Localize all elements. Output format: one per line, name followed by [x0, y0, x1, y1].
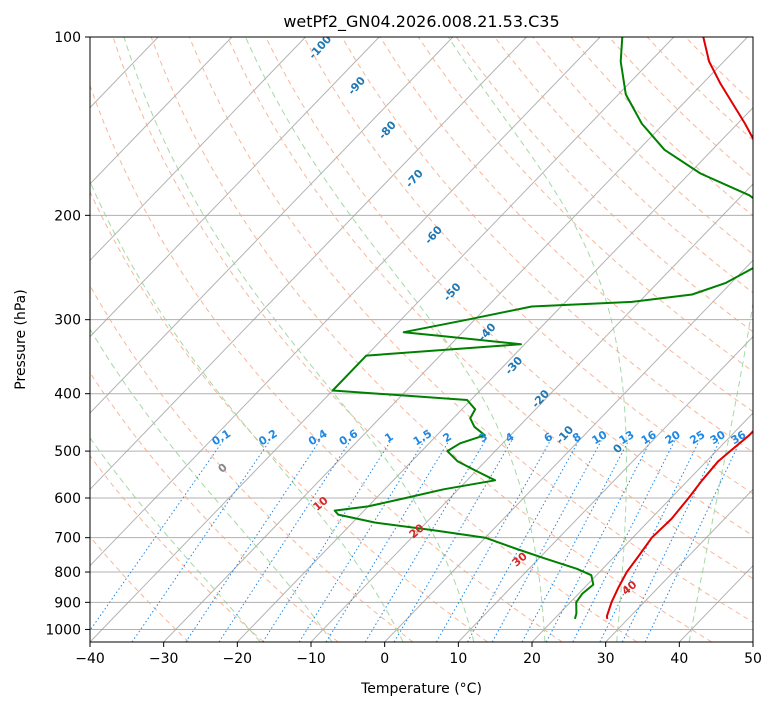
dry-adiabat-line: [494, 37, 753, 294]
y-axis-label: Pressure (hPa): [13, 289, 29, 389]
moist-adiabat-line: [90, 437, 261, 642]
mixing-ratio-line: [572, 440, 676, 642]
y-tick-label: 700: [54, 531, 81, 547]
dry-adiabat-line: [188, 37, 753, 623]
mixing-ratio-line: [621, 440, 721, 642]
dewpoint-trace: [331, 37, 753, 620]
mixing-ratio-line: [364, 440, 486, 642]
isotherm-line: [605, 488, 753, 642]
x-tick-label: 20: [523, 651, 541, 667]
mixing-ratio-line: [90, 440, 224, 632]
dry-adiabat-line: [341, 37, 753, 453]
isotherm-line: [531, 412, 753, 642]
dry-adiabat-line: [90, 284, 414, 642]
dry-adiabat-line: [379, 37, 753, 413]
dry-adiabat-line: [90, 190, 488, 642]
plot-area: [90, 37, 753, 642]
isotherm-line: [90, 37, 527, 491]
mixing-ratio-line: [218, 440, 351, 642]
x-tick-label: −30: [149, 651, 179, 667]
x-tick-label: 0: [380, 651, 389, 667]
x-tick-label: −40: [75, 651, 105, 667]
mixing-ratio-line: [435, 440, 551, 642]
x-tick-label: 50: [744, 651, 762, 667]
y-tick-label: 500: [54, 444, 81, 460]
dry-adiabat-line: [112, 37, 638, 642]
isotherm-line: [90, 37, 233, 185]
dry-adiabat-line: [455, 37, 753, 333]
mixing-ratio-line: [393, 440, 513, 642]
plot-frame: [89, 36, 754, 643]
dry-adiabat-line: [150, 37, 712, 642]
temperature-trace: [605, 37, 753, 620]
isotherm-line: [90, 37, 380, 338]
y-tick-label: 300: [54, 313, 81, 329]
y-tick-label: 1000: [45, 622, 81, 638]
y-tick-label: 200: [54, 208, 81, 224]
dry-adiabat-line: [303, 37, 753, 495]
isotherm-line: [90, 37, 306, 262]
dry-adiabat-line: [227, 37, 753, 580]
y-tick-label: 100: [54, 30, 81, 46]
mixing-ratio-line: [325, 440, 450, 642]
isotherm-line: [384, 259, 753, 642]
dry-adiabat-line: [265, 37, 753, 537]
mixing-ratio-line: [185, 440, 321, 642]
dry-adiabat-line: [90, 84, 563, 642]
isotherm-line: [163, 37, 748, 642]
chart-title: wetPf2_GN04.2026.008.21.53.C35: [283, 12, 559, 32]
mixing-ratio-line: [644, 440, 741, 642]
x-axis-label: Temperature (°C): [360, 681, 482, 697]
isotherm-line: [457, 335, 753, 642]
isotherm-line: [90, 37, 601, 567]
moist-adiabat-line: [123, 37, 475, 642]
isotherm-line: [90, 37, 675, 642]
x-tick-label: 40: [670, 651, 688, 667]
y-tick-label: 600: [54, 491, 81, 507]
moist-adiabat-line: [447, 37, 627, 642]
mixing-ratio-line: [131, 440, 271, 642]
isotherm-line: [236, 106, 753, 642]
x-tick-label: 10: [449, 651, 467, 667]
dry-adiabat-line: [90, 371, 339, 642]
y-tick-label: 400: [54, 387, 81, 403]
x-tick-label: 30: [597, 651, 615, 667]
moist-adiabat-line: [90, 328, 333, 642]
x-tick-label: −20: [223, 651, 253, 667]
moist-adiabat-line: [245, 37, 546, 642]
moist-adiabat-line: [688, 299, 753, 642]
y-tick-label: 800: [54, 565, 81, 581]
mixing-ratio-line: [545, 440, 652, 642]
isotherm-line: [90, 37, 454, 414]
y-tick-label: 900: [54, 595, 81, 611]
x-tick-label: −10: [296, 651, 326, 667]
